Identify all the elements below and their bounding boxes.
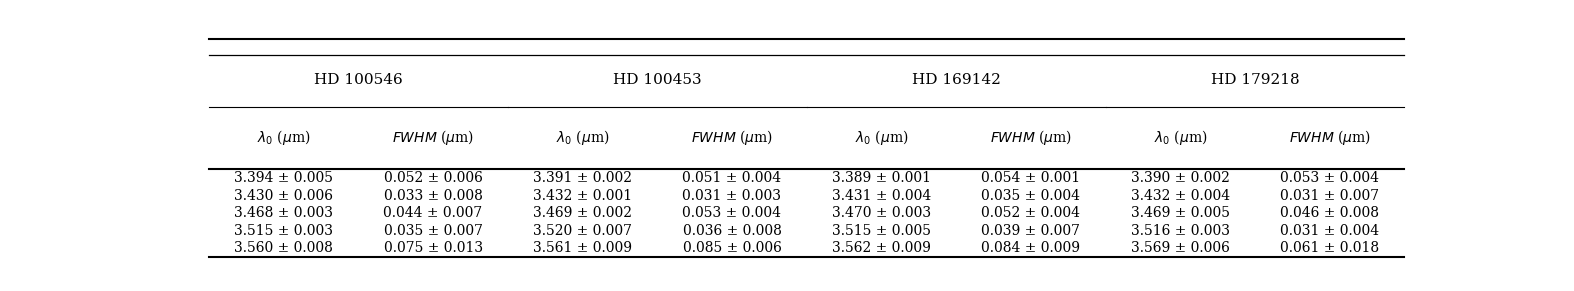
Text: 0.036 ± 0.008: 0.036 ± 0.008 bbox=[683, 223, 781, 237]
Text: 0.053 ± 0.004: 0.053 ± 0.004 bbox=[1280, 171, 1379, 185]
Text: 3.520 ± 0.007: 3.520 ± 0.007 bbox=[534, 223, 633, 237]
Text: $\lambda_0$ ($\mu$m): $\lambda_0$ ($\mu$m) bbox=[556, 129, 609, 148]
Text: 0.039 ± 0.007: 0.039 ± 0.007 bbox=[981, 223, 1080, 237]
Text: $\mathit{FWHM}$ ($\mu$m): $\mathit{FWHM}$ ($\mu$m) bbox=[990, 129, 1072, 148]
Text: 0.031 ± 0.004: 0.031 ± 0.004 bbox=[1280, 223, 1379, 237]
Text: $\lambda_0$ ($\mu$m): $\lambda_0$ ($\mu$m) bbox=[1154, 129, 1207, 148]
Text: 0.075 ± 0.013: 0.075 ± 0.013 bbox=[384, 241, 483, 255]
Text: $\lambda_0$ ($\mu$m): $\lambda_0$ ($\mu$m) bbox=[257, 129, 310, 148]
Text: 0.035 ± 0.004: 0.035 ± 0.004 bbox=[981, 189, 1080, 203]
Text: $\lambda_0$ ($\mu$m): $\lambda_0$ ($\mu$m) bbox=[855, 129, 908, 148]
Text: 0.085 ± 0.006: 0.085 ± 0.006 bbox=[683, 241, 781, 255]
Text: HD 100453: HD 100453 bbox=[612, 73, 702, 87]
Text: 0.031 ± 0.007: 0.031 ± 0.007 bbox=[1280, 189, 1379, 203]
Text: 3.515 ± 0.003: 3.515 ± 0.003 bbox=[235, 223, 334, 237]
Text: 3.468 ± 0.003: 3.468 ± 0.003 bbox=[235, 206, 334, 220]
Text: $\mathit{FWHM}$ ($\mu$m): $\mathit{FWHM}$ ($\mu$m) bbox=[1289, 129, 1371, 148]
Text: 0.044 ± 0.007: 0.044 ± 0.007 bbox=[384, 206, 483, 220]
Text: 3.515 ± 0.005: 3.515 ± 0.005 bbox=[833, 223, 930, 237]
Text: 0.052 ± 0.006: 0.052 ± 0.006 bbox=[384, 171, 483, 185]
Text: $\mathit{FWHM}$ ($\mu$m): $\mathit{FWHM}$ ($\mu$m) bbox=[691, 129, 773, 148]
Text: 3.560 ± 0.008: 3.560 ± 0.008 bbox=[235, 241, 334, 255]
Text: 0.051 ± 0.004: 0.051 ± 0.004 bbox=[683, 171, 782, 185]
Text: 3.561 ± 0.009: 3.561 ± 0.009 bbox=[534, 241, 633, 255]
Text: 0.084 ± 0.009: 0.084 ± 0.009 bbox=[981, 241, 1080, 255]
Text: 3.470 ± 0.003: 3.470 ± 0.003 bbox=[831, 206, 930, 220]
Text: 3.432 ± 0.004: 3.432 ± 0.004 bbox=[1130, 189, 1229, 203]
Text: 0.046 ± 0.008: 0.046 ± 0.008 bbox=[1280, 206, 1379, 220]
Text: 0.061 ± 0.018: 0.061 ± 0.018 bbox=[1280, 241, 1379, 255]
Text: 3.469 ± 0.005: 3.469 ± 0.005 bbox=[1130, 206, 1229, 220]
Text: 3.431 ± 0.004: 3.431 ± 0.004 bbox=[831, 189, 930, 203]
Text: HD 100546: HD 100546 bbox=[313, 73, 403, 87]
Text: 0.053 ± 0.004: 0.053 ± 0.004 bbox=[683, 206, 781, 220]
Text: 3.562 ± 0.009: 3.562 ± 0.009 bbox=[833, 241, 930, 255]
Text: 3.469 ± 0.002: 3.469 ± 0.002 bbox=[534, 206, 633, 220]
Text: 0.052 ± 0.004: 0.052 ± 0.004 bbox=[981, 206, 1080, 220]
Text: 0.033 ± 0.008: 0.033 ± 0.008 bbox=[384, 189, 483, 203]
Text: 3.389 ± 0.001: 3.389 ± 0.001 bbox=[833, 171, 930, 185]
Text: 0.035 ± 0.007: 0.035 ± 0.007 bbox=[384, 223, 483, 237]
Text: HD 169142: HD 169142 bbox=[911, 73, 1001, 87]
Text: 3.569 ± 0.006: 3.569 ± 0.006 bbox=[1130, 241, 1229, 255]
Text: 3.516 ± 0.003: 3.516 ± 0.003 bbox=[1130, 223, 1229, 237]
Text: 0.054 ± 0.001: 0.054 ± 0.001 bbox=[981, 171, 1080, 185]
Text: 3.394 ± 0.005: 3.394 ± 0.005 bbox=[235, 171, 334, 185]
Text: $\mathit{FWHM}$ ($\mu$m): $\mathit{FWHM}$ ($\mu$m) bbox=[392, 129, 474, 148]
Text: 3.390 ± 0.002: 3.390 ± 0.002 bbox=[1130, 171, 1229, 185]
Text: 3.430 ± 0.006: 3.430 ± 0.006 bbox=[235, 189, 334, 203]
Text: 3.391 ± 0.002: 3.391 ± 0.002 bbox=[534, 171, 633, 185]
Text: 0.031 ± 0.003: 0.031 ± 0.003 bbox=[683, 189, 781, 203]
Text: 3.432 ± 0.001: 3.432 ± 0.001 bbox=[534, 189, 633, 203]
Text: HD 179218: HD 179218 bbox=[1210, 73, 1299, 87]
